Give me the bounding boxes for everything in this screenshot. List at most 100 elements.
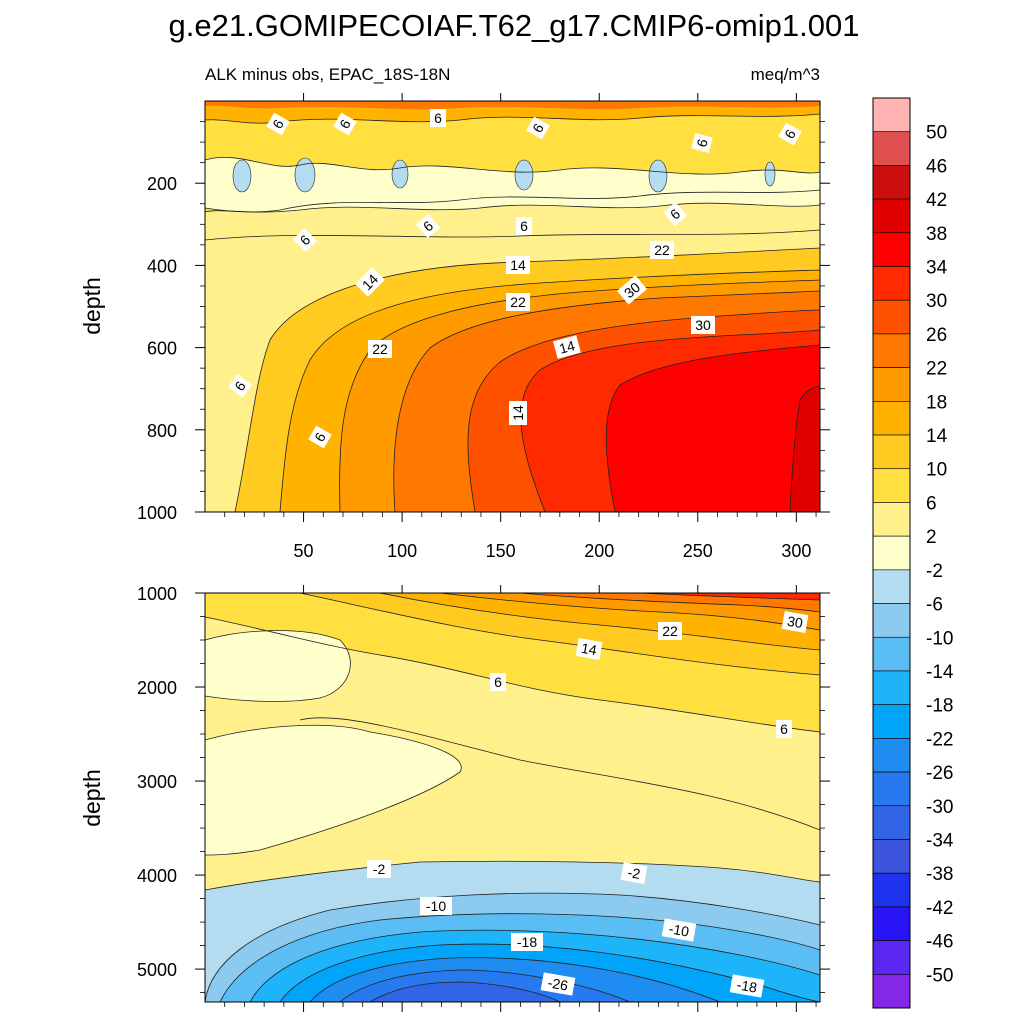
bottom-y-tick-label: 2000 bbox=[137, 678, 177, 698]
colorbar-swatch bbox=[872, 973, 911, 1009]
colorbar-label: -6 bbox=[926, 595, 943, 616]
contour-label-bg bbox=[776, 720, 792, 738]
top-x-tick-label: 250 bbox=[683, 541, 713, 561]
contour-label-bg bbox=[368, 340, 392, 358]
contour-label-bg bbox=[511, 933, 543, 951]
contour-label-bg bbox=[416, 213, 440, 239]
contour-label-text: -2 bbox=[373, 861, 386, 877]
colorbar-label: 50 bbox=[926, 123, 947, 144]
colorbar-label: -46 bbox=[926, 932, 953, 953]
contour-label-bg bbox=[663, 201, 687, 227]
colorbar-label: -42 bbox=[926, 898, 953, 919]
contour-label-bg bbox=[333, 112, 357, 136]
top-contour-label: 14 bbox=[509, 401, 527, 425]
contour-label-text: 30 bbox=[786, 613, 804, 631]
contour-label-text: 22 bbox=[372, 341, 388, 357]
contour-label-bg bbox=[292, 227, 318, 253]
top-contour-label: 22 bbox=[650, 241, 674, 259]
colorbar-swatch bbox=[872, 299, 911, 335]
top-contour-label: 30 bbox=[691, 316, 715, 334]
contour-label-bg bbox=[650, 241, 674, 259]
top-contour-label: 6 bbox=[691, 132, 713, 154]
top-y-tick-label: 800 bbox=[147, 421, 177, 441]
top-contour-label: 6 bbox=[516, 217, 532, 235]
bottom-contour-label: 30 bbox=[781, 611, 809, 633]
top-contour-label: 6 bbox=[266, 112, 290, 136]
colorbar-swatch bbox=[872, 502, 911, 537]
bottom-contour-label: -2 bbox=[367, 860, 391, 878]
contour-label-text: 22 bbox=[654, 242, 670, 258]
bottom-y-tick-label: 4000 bbox=[137, 866, 177, 886]
top-y-axis: 200 400 600 800 1000 bbox=[137, 121, 830, 523]
contour-label-text: -10 bbox=[426, 898, 446, 914]
contour-label-text: 22 bbox=[510, 294, 526, 310]
contour-label-bg bbox=[781, 611, 809, 633]
colorbar-label: -34 bbox=[926, 830, 954, 851]
contour-label-text: 6 bbox=[434, 110, 442, 126]
bottom-contour-labels: 30 22 14 6 6 -2 -2 -10 -10 -18 -26 -18 bbox=[367, 611, 809, 998]
contour-label-text: 6 bbox=[693, 137, 711, 149]
bottom-y-axis-label: depth bbox=[79, 769, 105, 827]
colorbar-label: -22 bbox=[926, 729, 953, 750]
colorbar-swatch bbox=[872, 198, 911, 234]
bottom-contour-label: 6 bbox=[776, 720, 792, 738]
bottom-contour-panel: 1000 2000 3000 4000 5000 depth 30 22 14 6 6 -2 -2 -… bbox=[79, 584, 830, 1012]
bottom-contour-label: -18 bbox=[729, 974, 765, 998]
top-contour-label: 6 bbox=[430, 109, 446, 127]
contour-label-bg bbox=[506, 293, 530, 311]
contour-label-text: -26 bbox=[547, 974, 570, 993]
colorbar-label: -14 bbox=[926, 662, 954, 683]
contour-label-bg bbox=[490, 673, 506, 691]
colorbar-label: -30 bbox=[926, 797, 953, 818]
colorbar: 50 46 42 38 34 30 26 22 18 14 10 6 2 -2 -6 -10 -14 -18 -22… bbox=[872, 97, 954, 1009]
top-contour-fill bbox=[205, 101, 820, 512]
top-contour-label: 30 bbox=[617, 275, 647, 305]
colorbar-label: 14 bbox=[926, 426, 948, 447]
contour-label-text: 30 bbox=[695, 317, 711, 333]
contour-label-bg bbox=[355, 267, 385, 297]
colorbar-label: 2 bbox=[926, 527, 937, 548]
top-contour-panel: 50 100 150 200 250 300 200 400 600 800 1000 depth… bbox=[79, 93, 830, 561]
colorbar-swatch bbox=[872, 569, 911, 604]
figure-title: g.e21.GOMIPECOIAF.T62_g17.CMIP6-omip1.00… bbox=[169, 8, 860, 43]
colorbar-swatch bbox=[872, 401, 911, 436]
colorbar-label: 6 bbox=[926, 493, 937, 514]
top-x-tick-label: 100 bbox=[387, 541, 417, 561]
top-contour-label: 6 bbox=[228, 374, 252, 398]
colorbar-swatch bbox=[872, 872, 911, 908]
bottom-contour-label: 14 bbox=[575, 638, 603, 660]
contour-label-bg bbox=[228, 374, 252, 398]
contour-label-bg bbox=[620, 862, 648, 884]
bottom-plot-frame bbox=[204, 592, 821, 1003]
top-y-axis-label: depth bbox=[79, 277, 105, 335]
contour-label-text: 6 bbox=[780, 721, 788, 737]
contour-label-text: 14 bbox=[557, 337, 576, 357]
contour-label-bg bbox=[516, 217, 532, 235]
contour-label-bg bbox=[420, 897, 452, 915]
colorbar-swatch bbox=[872, 906, 911, 941]
colorbar-label: 30 bbox=[926, 291, 947, 312]
contour-label-text: 14 bbox=[510, 257, 526, 273]
contour-label-text: -10 bbox=[668, 920, 691, 939]
contour-label-bg bbox=[691, 132, 713, 154]
colorbar-swatch bbox=[872, 468, 911, 503]
contour-label-bg bbox=[266, 112, 290, 136]
colorbar-label: -38 bbox=[926, 864, 953, 885]
colorbar-swatch bbox=[872, 535, 911, 571]
top-contour-label: 6 bbox=[292, 227, 318, 253]
bottom-contour-label: -10 bbox=[420, 897, 452, 915]
colorbar-label: 46 bbox=[926, 156, 947, 177]
colorbar-label: 18 bbox=[926, 392, 947, 413]
top-x-tick-label: 300 bbox=[781, 541, 811, 561]
top-contour-label: 6 bbox=[333, 112, 357, 136]
colorbar-swatch bbox=[872, 738, 911, 773]
top-contour-label: 6 bbox=[778, 122, 802, 146]
colorbar-label: -18 bbox=[926, 696, 953, 717]
colorbar-swatch bbox=[872, 266, 911, 301]
colorbar-swatch bbox=[872, 704, 911, 739]
colorbar-label: -10 bbox=[926, 628, 953, 649]
bottom-y-tick-label: 1000 bbox=[137, 584, 177, 604]
colorbar-frame bbox=[872, 97, 911, 1009]
colorbar-swatch bbox=[872, 333, 911, 368]
